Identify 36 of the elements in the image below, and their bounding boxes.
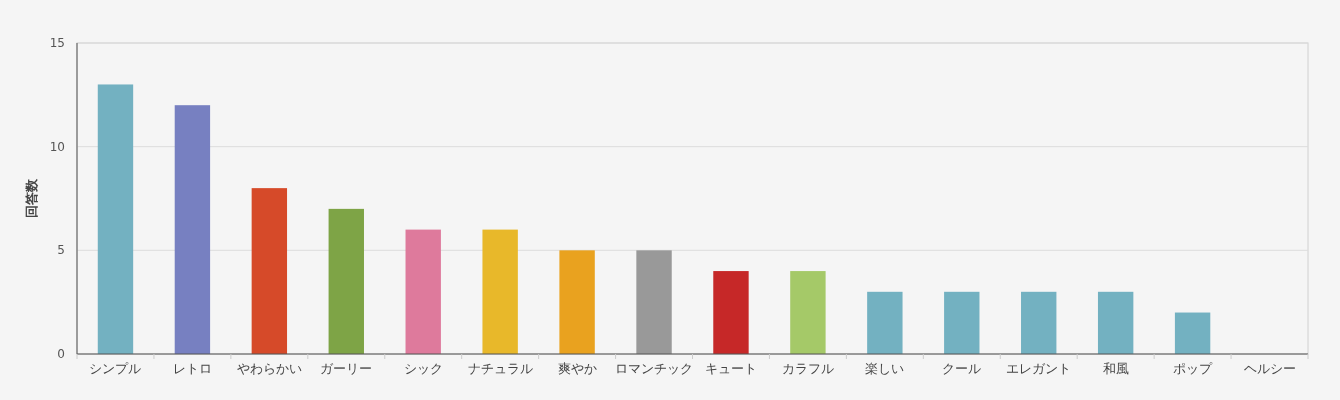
bar: [328, 208, 364, 354]
bar: [1174, 312, 1211, 354]
bar: [559, 250, 595, 354]
x-tick-label: やわらかい: [236, 361, 302, 376]
x-tick-label: ナチュラル: [467, 361, 533, 376]
y-tick-label: 5: [57, 243, 65, 258]
bar: [174, 105, 211, 354]
x-tick-label: キュート: [704, 361, 757, 376]
y-axis-title: 回答数: [24, 178, 39, 218]
x-tick-label: レトロ: [172, 361, 212, 376]
bar: [251, 188, 288, 354]
bar: [1021, 291, 1057, 354]
x-tick-label: ポップ: [1173, 361, 1214, 376]
x-tick-label: 和風: [1102, 361, 1129, 376]
x-tick-label: クール: [942, 361, 982, 376]
bar: [1097, 291, 1134, 354]
x-tick-label: シック: [403, 361, 443, 376]
bar: [482, 229, 518, 354]
bar: [97, 84, 134, 354]
x-tick-label: ガーリー: [320, 361, 373, 376]
bar: [790, 271, 826, 354]
bar: [944, 291, 980, 354]
bar: [713, 271, 749, 354]
y-tick-label: 0: [57, 347, 65, 361]
x-tick-label: 楽しい: [865, 361, 905, 376]
y-tick-label: 10: [49, 139, 65, 154]
x-tick-label: カラフル: [781, 361, 834, 376]
x-tick-label: 爽やか: [557, 361, 597, 376]
x-tick-label: エレガント: [1006, 361, 1072, 376]
x-tick-label: ヘルシー: [1243, 361, 1296, 376]
x-tick-label: シンプル: [89, 361, 142, 376]
x-tick-label: ロマンチック: [615, 361, 694, 376]
bar: [405, 229, 441, 354]
bar: [636, 250, 672, 354]
bar: [867, 291, 903, 354]
y-tick-label: 15: [49, 36, 65, 50]
